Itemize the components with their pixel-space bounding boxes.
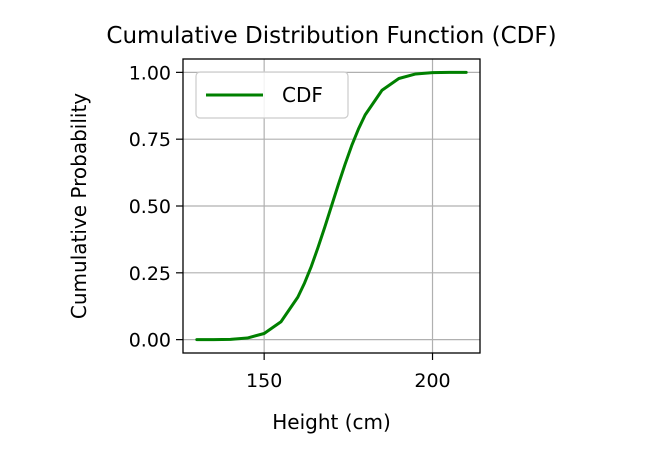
x-tick-label: 150: [246, 370, 282, 392]
y-axis-label: Cumulative Probability: [67, 93, 91, 319]
series-layer: [195, 70, 468, 342]
legend-label-cdf: CDF: [282, 83, 323, 107]
chart-title: Cumulative Distribution Function (CDF): [106, 23, 556, 49]
y-tick-label: 0.75: [129, 129, 171, 151]
y-tick-label: 0.25: [129, 263, 171, 285]
legend: CDF: [195, 71, 349, 119]
y-tick-label: 0.50: [129, 196, 171, 218]
x-axis-label: Height (cm): [272, 410, 391, 434]
y-tick-label: 1.00: [129, 62, 171, 84]
y-tick-label: 0.00: [129, 330, 171, 352]
legend-box: [195, 71, 349, 119]
cdf-series-line: [195, 70, 468, 342]
axis-ticks: 150 200 0.00 0.25 0.50 0.75 1.00: [129, 62, 451, 392]
x-tick-label: 200: [414, 370, 450, 392]
